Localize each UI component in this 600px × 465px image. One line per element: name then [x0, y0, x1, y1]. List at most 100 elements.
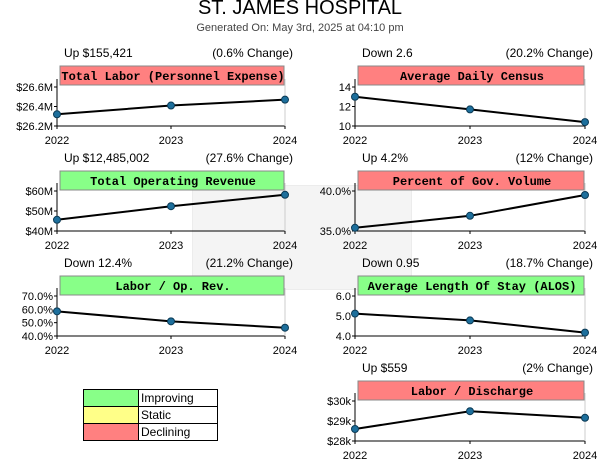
chart-title: Average Daily Census [400, 70, 544, 84]
data-point [466, 105, 474, 114]
x-tick-label: 2022 [45, 240, 69, 252]
legend-item: Improving [83, 389, 218, 407]
y-tick-label: $40M [25, 226, 53, 238]
chart-panel: Down 2.6 (20.2% Change) Average Daily Cens… [339, 46, 597, 147]
data-point [581, 413, 589, 422]
change-value: Down 2.6 [362, 46, 413, 60]
y-tick-label: 5.0 [336, 311, 351, 323]
chart-title: Labor / Discharge [411, 385, 533, 399]
x-tick-label: 2024 [573, 345, 597, 357]
data-point [466, 211, 474, 220]
y-tick-label: $28k [327, 436, 351, 448]
legend-label: Static [138, 406, 218, 424]
x-tick-label: 2024 [573, 240, 597, 252]
change-value: Down 0.95 [362, 256, 420, 270]
chart-panel: Down 12.4% (21.2% Change) Labor / Op. Rev.… [22, 256, 297, 357]
y-tick-label: $26.6M [16, 82, 53, 94]
chart-header-bar [59, 65, 285, 86]
chart-header-bar [357, 275, 585, 296]
y-tick-label: 12 [339, 102, 351, 114]
change-percent: (12% Change) [516, 151, 593, 165]
generated-on: Generated On: May 3rd, 2025 at 04:10 pm [196, 22, 404, 34]
x-tick-label: 2023 [159, 240, 183, 252]
x-tick-label: 2023 [159, 135, 183, 147]
legend-item: Declining [83, 423, 218, 441]
x-tick-label: 2024 [273, 240, 297, 252]
data-point [351, 309, 359, 318]
x-tick-label: 2022 [45, 345, 69, 357]
x-tick-label: 2023 [458, 135, 482, 147]
chart-panel: Down 0.95 (18.7% Change) Average Length Of… [336, 256, 598, 357]
x-tick-label: 2022 [343, 450, 367, 462]
change-percent: (2% Change) [522, 361, 593, 375]
change-percent: (20.2% Change) [506, 46, 593, 60]
y-tick-label: $30k [327, 396, 351, 408]
data-point [281, 190, 289, 199]
data-point [167, 101, 175, 110]
change-value: Up 4.2% [362, 151, 408, 165]
x-tick-label: 2024 [573, 135, 597, 147]
y-tick-label: 40.0% [320, 186, 351, 198]
chart-panel: Up 4.2% (12% Change) Percent of Gov. Volum… [320, 151, 597, 252]
data-point [167, 317, 175, 326]
legend-swatch-declining [83, 423, 139, 441]
watermark [192, 185, 412, 290]
chart-header-bar [59, 275, 285, 296]
legend-label: Declining [138, 423, 218, 441]
chart-header-bar [357, 170, 585, 191]
chart-panel: Up $155,421 (0.6% Change) Total Labor (Per… [16, 46, 297, 147]
chart-panel: Up $12,485,002 (27.6% Change) Total Operat… [25, 151, 297, 252]
x-tick-label: 2023 [458, 345, 482, 357]
data-point [53, 215, 61, 224]
chart-panel: Up $559 (2% Change) Labor / Discharge $28k $… [327, 361, 597, 462]
y-tick-label: $60M [25, 186, 53, 198]
y-tick-label: 10 [339, 121, 351, 133]
data-point [53, 307, 61, 316]
y-tick-label: 60.0% [22, 304, 53, 316]
x-tick-label: 2024 [573, 450, 597, 462]
data-point [581, 328, 589, 337]
data-point [351, 223, 359, 232]
y-tick-label: $26.2M [16, 121, 53, 133]
legend: Improving Static Declining [83, 389, 218, 441]
change-value: Up $155,421 [64, 46, 133, 60]
chart-title: Average Length Of Stay (ALOS) [368, 280, 577, 294]
data-point [351, 425, 359, 433]
x-tick-label: 2022 [45, 135, 69, 147]
series-line [354, 194, 586, 229]
change-value: Up $559 [362, 361, 408, 375]
y-tick-label: $26.4M [16, 102, 53, 114]
data-point [281, 95, 289, 104]
x-tick-label: 2023 [458, 240, 482, 252]
x-tick-label: 2024 [273, 135, 297, 147]
data-point [466, 407, 474, 416]
x-tick-label: 2023 [458, 450, 482, 462]
change-percent: (0.6% Change) [212, 46, 293, 60]
data-point [581, 191, 589, 199]
y-tick-label: 14 [339, 82, 351, 94]
chart-title: Total Labor (Personnel Expense) [61, 70, 284, 84]
change-percent: (27.6% Change) [206, 151, 293, 165]
y-tick-label: 4.0 [336, 331, 351, 343]
x-tick-label: 2024 [273, 345, 297, 357]
y-tick-label: 50.0% [22, 318, 53, 330]
data-point [466, 316, 474, 325]
chart-title: Percent of Gov. Volume [393, 175, 551, 189]
y-tick-label: 35.0% [320, 226, 351, 238]
chart-header-bar [59, 170, 285, 191]
data-point [53, 110, 61, 119]
x-tick-label: 2022 [343, 345, 367, 357]
change-value: Up $12,485,002 [64, 151, 150, 165]
legend-swatch-static [83, 406, 139, 424]
legend-label: Improving [138, 389, 218, 407]
change-percent: (18.7% Change) [506, 256, 593, 270]
legend-item: Static [83, 406, 218, 424]
change-percent: (21.2% Change) [206, 256, 293, 270]
y-tick-label: $50M [25, 206, 53, 218]
chart-header-bar [357, 380, 585, 401]
y-tick-label: 6.0 [336, 291, 351, 303]
x-tick-label: 2023 [159, 345, 183, 357]
y-tick-label: 40.0% [22, 331, 53, 343]
y-tick-label: $29k [327, 416, 351, 428]
